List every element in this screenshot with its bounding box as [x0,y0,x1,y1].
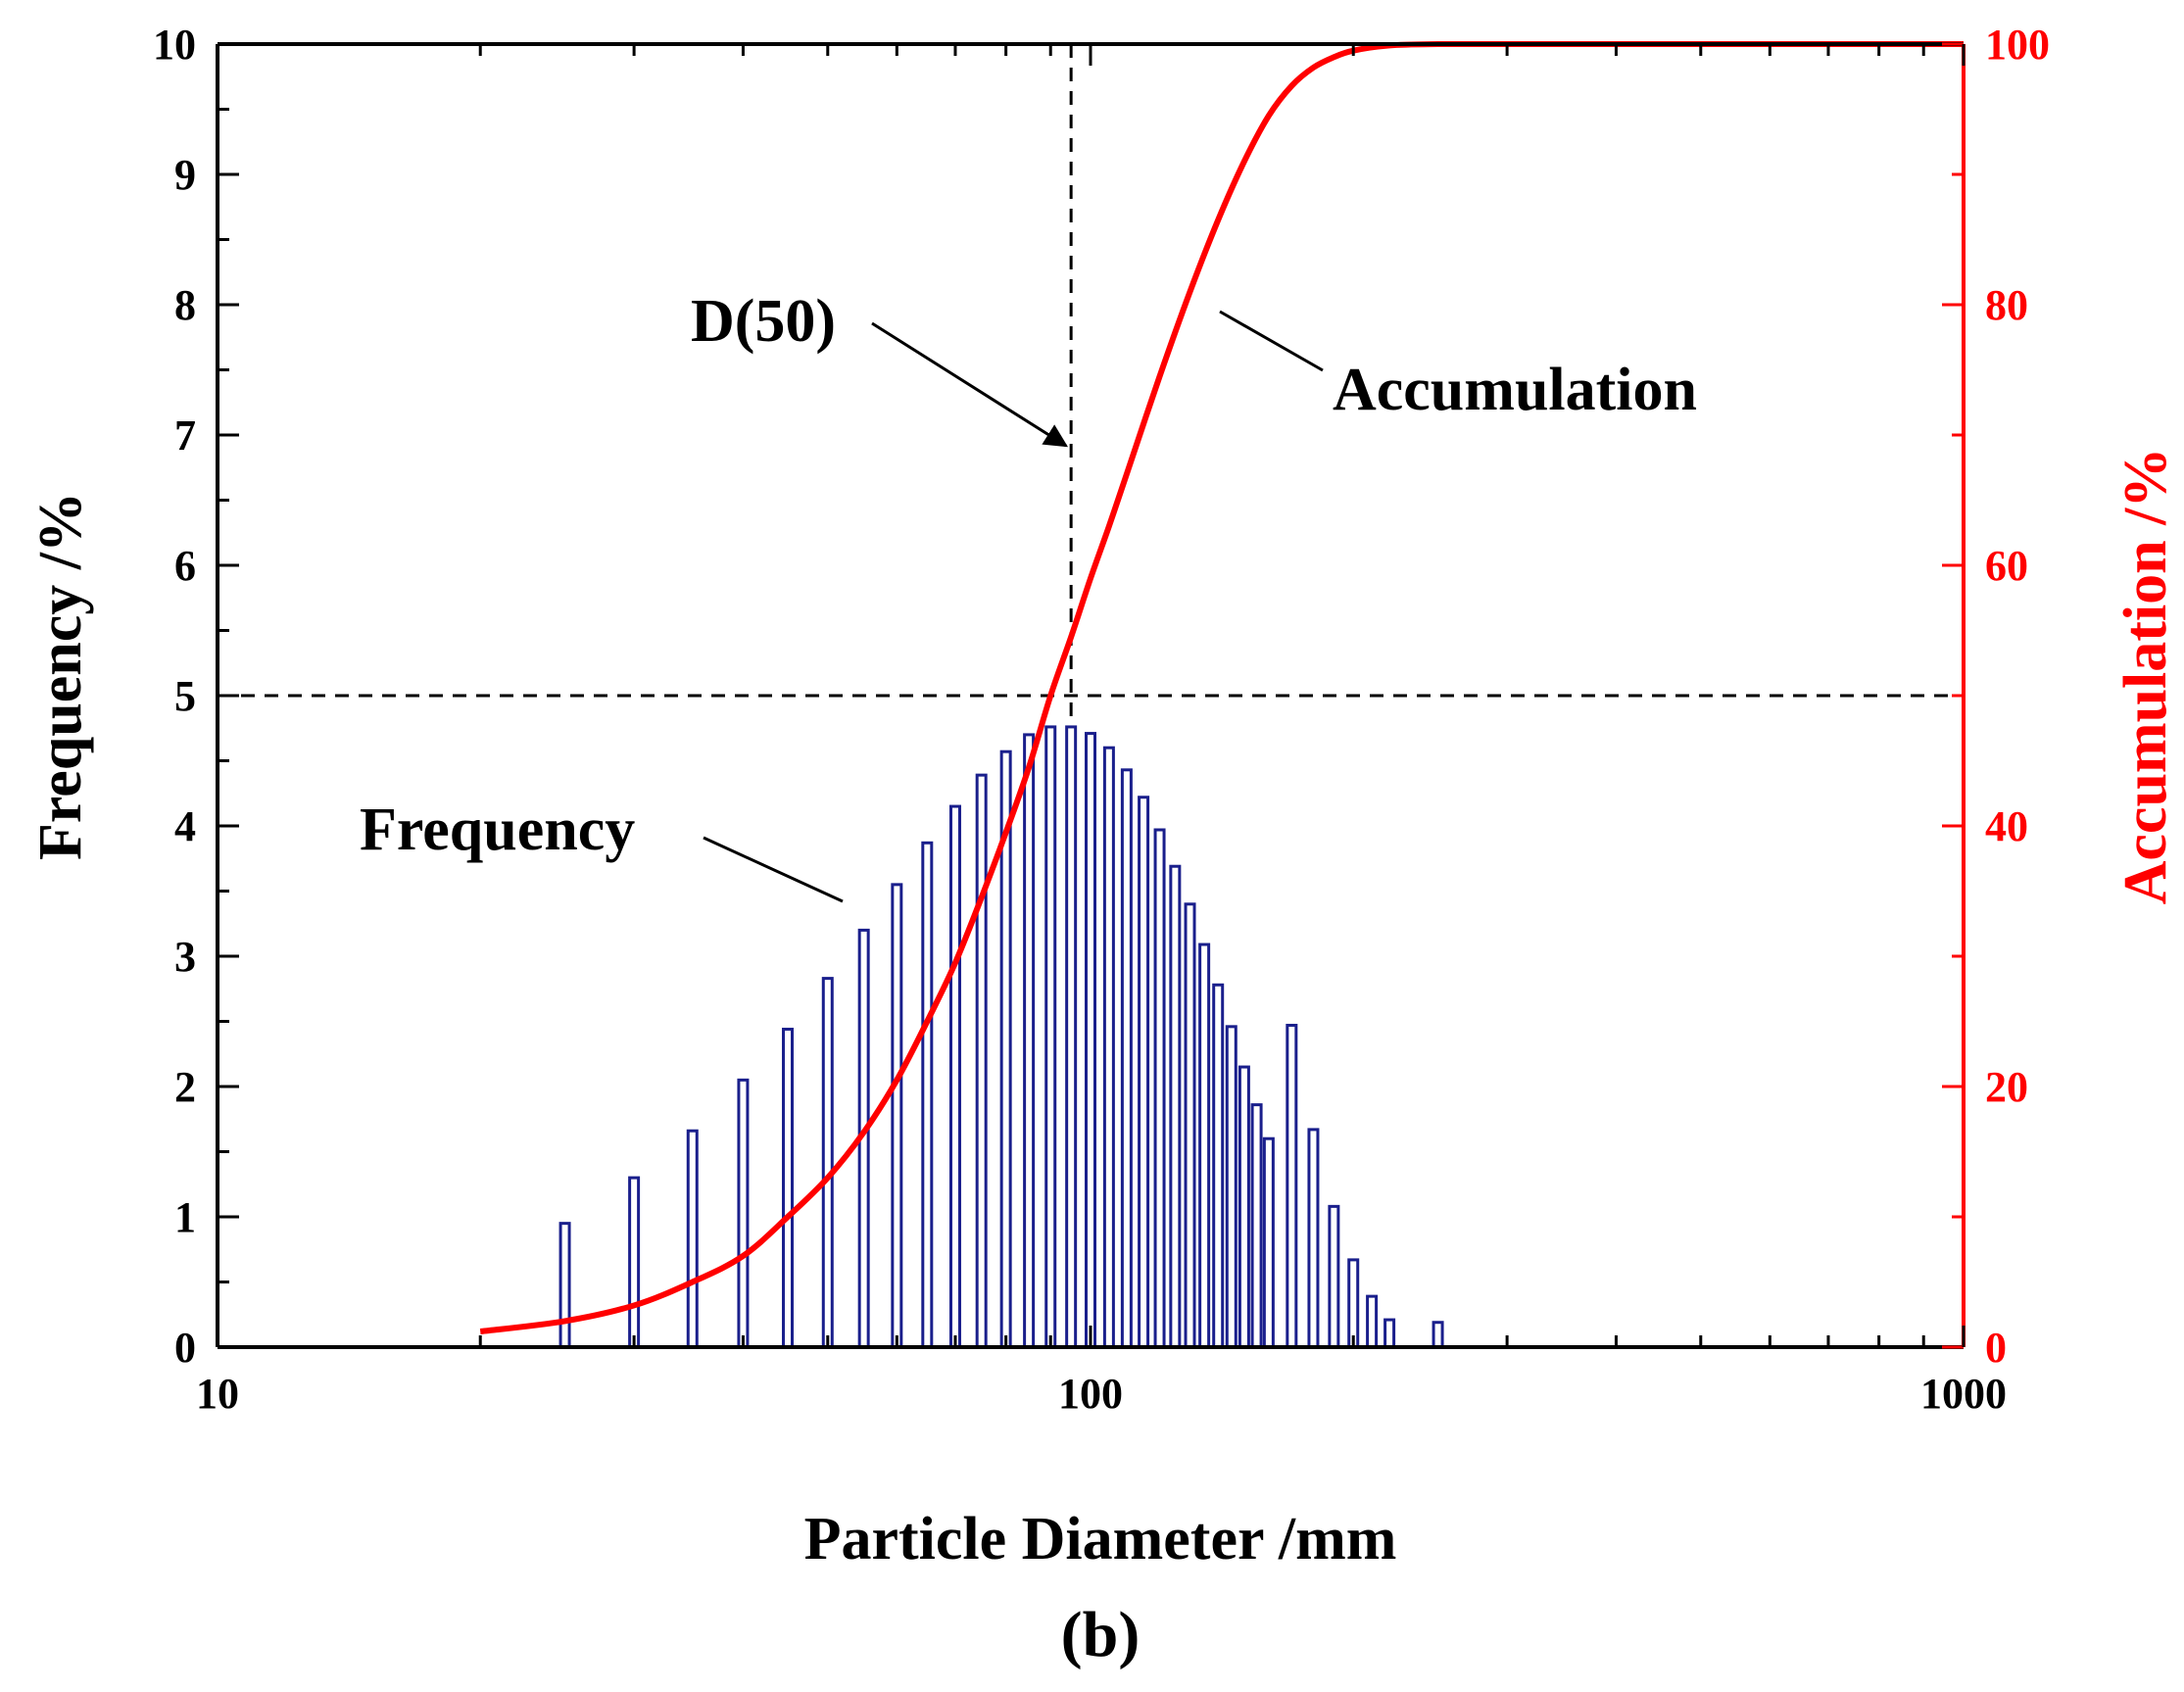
frequency-bar [1432,1321,1444,1349]
frequency-bar [1307,1128,1320,1349]
x-tick-label: 100 [1058,1370,1123,1418]
y-left-tick-label: 10 [153,21,196,69]
y-right-tick-label: 0 [1985,1324,2007,1372]
y-left-tick-label: 8 [174,281,196,329]
frequency-leader-line [703,836,844,903]
accumulation-annotation: Accumulation [1333,357,1697,423]
frequency-bar [1065,725,1078,1349]
y-left-tick-label: 0 [174,1324,196,1372]
frequency-bar [1262,1136,1275,1349]
d50-arrow [871,321,1069,448]
y-left-axis-title: Frequency /% [27,492,94,860]
frequency-bar [1120,768,1133,1349]
frequency-bar [1238,1065,1250,1349]
y-left-tick-label: 7 [174,411,196,459]
frequency-bar [1169,864,1182,1349]
frequency-bar [1212,983,1225,1349]
frequency-bar [1153,828,1166,1349]
y-right-tick-label: 20 [1985,1063,2028,1111]
frequency-bar [1102,746,1115,1349]
frequency-bar [1085,732,1096,1349]
y-left-tick-label: 9 [174,151,196,199]
frequency-bar [975,773,988,1349]
frequency-bar [921,841,934,1349]
accumulation-leader-line [1219,310,1324,372]
frequency-bar [1383,1318,1396,1349]
frequency-bar [1366,1294,1379,1349]
y-right-tick-label: 100 [1985,21,2050,69]
frequency-bar [891,883,903,1349]
frequency-bar [821,977,834,1349]
frequency-bar [1138,796,1150,1349]
frequency-bar [1250,1103,1263,1349]
y-left-tick-label: 4 [174,802,196,850]
d50-annotation: D(50) [691,288,836,355]
x-tick-label: 10 [196,1370,239,1418]
y-right-axis-title: Accumulation /% [2112,448,2179,905]
y-left-tick-label: 6 [174,542,196,590]
panel-label: (b) [1061,1599,1141,1670]
frequency-bar [1328,1204,1340,1349]
frequency-bar [1044,725,1057,1349]
frequency-bar [628,1176,641,1349]
frequency-bar [737,1078,750,1349]
frequency-bar [558,1222,571,1349]
frequency-bar [1286,1023,1298,1349]
frequency-bar [1184,902,1196,1349]
x-axis-title: Particle Diameter /mm [804,1506,1397,1572]
y-left-tick-label: 5 [174,672,196,720]
frequency-bar [948,804,961,1349]
y-right-tick-label: 40 [1985,802,2028,850]
frequency-bar [782,1027,795,1349]
y-right-tick-label: 60 [1985,542,2028,590]
y-left-tick-label: 2 [174,1063,196,1111]
y-left-tick-label: 3 [174,933,196,981]
x-tick-label: 1000 [1920,1370,2007,1418]
y-right-tick-label: 80 [1985,281,2028,329]
y-left-tick-label: 1 [174,1193,196,1241]
frequency-annotation: Frequency [360,797,635,863]
frequency-bar [1198,943,1211,1349]
frequency-bar [1023,733,1036,1349]
frequency-bar [1225,1025,1238,1349]
frequency-bar [1347,1258,1360,1349]
frequency-bar [686,1129,699,1349]
